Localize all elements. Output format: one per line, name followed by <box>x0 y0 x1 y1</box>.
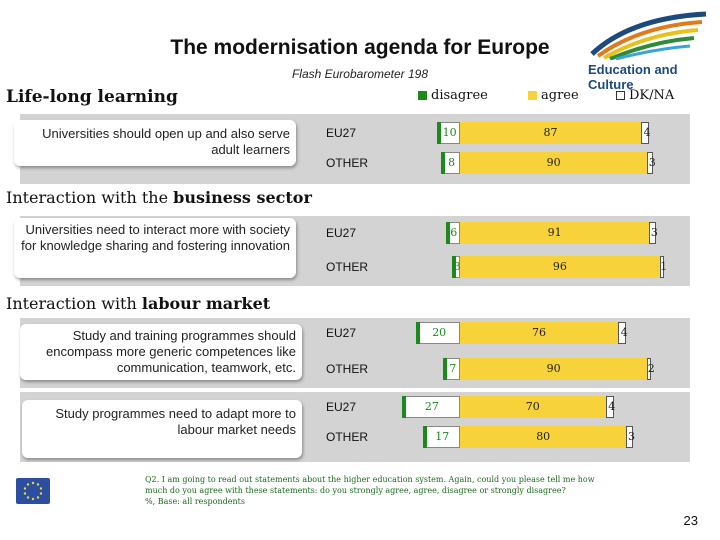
logo-text: Education and Culture <box>588 62 678 92</box>
footer <box>0 465 720 540</box>
bar-2-eu27-agree <box>460 222 650 244</box>
bar-2-eu27-dkna <box>649 222 656 244</box>
legend-dkna: DK/NA <box>616 88 674 103</box>
group-label-bar-2-other: OTHER <box>326 260 368 274</box>
bar-4-other-agree-label: 80 <box>536 430 551 443</box>
bar-3-eu27-disagree-edge <box>416 322 421 344</box>
legend-swatch-agree <box>528 91 537 100</box>
education-culture-logo-icon <box>590 11 707 60</box>
section-heading-plain: Interaction with <box>6 294 142 313</box>
group-label-bar-3-eu27: EU27 <box>326 326 357 340</box>
bar-1-eu27-agree-label: 87 <box>543 126 558 139</box>
bar-1-eu27-dkna-label: 4 <box>643 126 651 139</box>
legend-swatch-dkna <box>616 91 625 100</box>
bar-1-other-dkna <box>647 152 654 174</box>
bar-2-other-disagree-edge <box>451 256 456 278</box>
bar-1-other-disagree-label: 8 <box>448 156 456 169</box>
bar-1-other-agree <box>460 152 648 174</box>
bar-4-eu27-dkna <box>605 396 614 418</box>
page-title: The modernisation agenda for Europe <box>170 36 550 59</box>
bar-3-eu27-agree <box>460 322 619 344</box>
bar-1-other-disagree-edge <box>441 152 446 174</box>
group-label-bar-1-other: OTHER <box>326 156 368 170</box>
bar-4-eu27-agree <box>460 396 606 418</box>
bar-4-other-dkna-label: 3 <box>628 430 635 443</box>
bar-4-eu27-disagree-label: 27 <box>424 400 439 413</box>
question-box-2: Universities need to interact more with … <box>14 218 296 278</box>
bar-1-eu27-dkna <box>640 122 650 144</box>
bar-3-other-disagree-edge <box>443 358 448 380</box>
section-heading-bold: labour market <box>141 294 271 313</box>
group-label-bar-4-eu27: EU27 <box>326 400 357 414</box>
legend-label-agree: agree <box>541 88 579 103</box>
bar-2-other-agree <box>460 256 660 278</box>
legend-agree: agree <box>528 88 579 103</box>
bar-3-other-dkna <box>647 358 652 380</box>
bar-3-eu27-agree-label: 76 <box>532 326 547 339</box>
bar-4-other-disagree-edge <box>422 426 427 448</box>
eu-flag-icon <box>16 478 50 504</box>
section-heading-business-sector: Interaction with the business sector <box>6 188 318 207</box>
bar-1-other-dkna-label: 3 <box>648 156 656 169</box>
bar-4-eu27-agree-label: 70 <box>525 400 540 413</box>
bar-3-eu27-dkna <box>618 322 627 344</box>
bar-4-eu27-disagree-edge <box>401 396 406 418</box>
bar-2-eu27-dkna-label: 3 <box>650 226 658 239</box>
page-subtitle: Flash Eurobarometer 198 <box>291 67 429 81</box>
section-heading-lifelong-learning: Life-long learning <box>6 87 178 107</box>
question-box-1: Universities should open up and also ser… <box>14 120 296 166</box>
footnote: Q2. I am going to read out statements ab… <box>145 474 600 507</box>
bar-1-eu27-disagree-edge <box>437 122 442 144</box>
bar-3-other-disagree-label: 7 <box>449 362 457 375</box>
bar-2-other-dkna <box>659 256 664 278</box>
bar-1-eu27-agree <box>460 122 641 144</box>
footnote-question: Q2. I am going to read out statements ab… <box>145 475 595 495</box>
bar-2-other-dkna-label: 1 <box>660 260 668 273</box>
bar-2-other-agree-label: 96 <box>552 260 567 273</box>
legend-swatch-disagree <box>418 91 427 100</box>
footnote-base: %, Base: all respondents <box>145 497 245 506</box>
section-heading-plain: Interaction with the <box>6 188 174 207</box>
bar-2-other-disagree-label: 3 <box>453 260 461 273</box>
group-label-bar-4-other: OTHER <box>326 430 368 444</box>
bar-3-eu27-dkna-label: 4 <box>620 326 628 339</box>
bar-3-other-dkna-label: 2 <box>647 362 655 375</box>
bar-4-other-agree <box>460 426 627 448</box>
bar-2-eu27-disagree-label: 6 <box>450 226 458 239</box>
bar-3-other-agree-label: 90 <box>546 362 561 375</box>
question-box-3: Study and training programmes should enc… <box>20 324 302 380</box>
bar-3-other-agree <box>460 358 648 380</box>
bar-4-other-dkna <box>626 426 633 448</box>
legend-disagree: disagree <box>418 88 488 103</box>
group-label-bar-1-eu27: EU27 <box>326 126 357 140</box>
section-heading-bold: business sector <box>173 188 312 207</box>
bar-3-eu27-disagree-label: 20 <box>432 326 447 339</box>
group-label-bar-3-other: OTHER <box>326 362 368 376</box>
legend-label-disagree: disagree <box>431 88 488 103</box>
legend-label-dkna: DK/NA <box>629 88 675 103</box>
bar-2-eu27-disagree-edge <box>445 222 450 244</box>
question-box-4: Study programmes need to adapt more to l… <box>22 400 302 458</box>
page-number: 23 <box>683 513 698 528</box>
bar-4-eu27-dkna-label: 4 <box>608 400 616 413</box>
bar-4-other-disagree-label: 17 <box>435 430 450 443</box>
bar-1-eu27-disagree-label: 10 <box>442 126 457 139</box>
bar-2-eu27-agree-label: 91 <box>547 226 562 239</box>
bar-1-other-agree-label: 90 <box>546 156 561 169</box>
group-label-bar-2-eu27: EU27 <box>326 226 357 240</box>
section-heading-labour-market: Interaction with labour market <box>6 294 277 313</box>
